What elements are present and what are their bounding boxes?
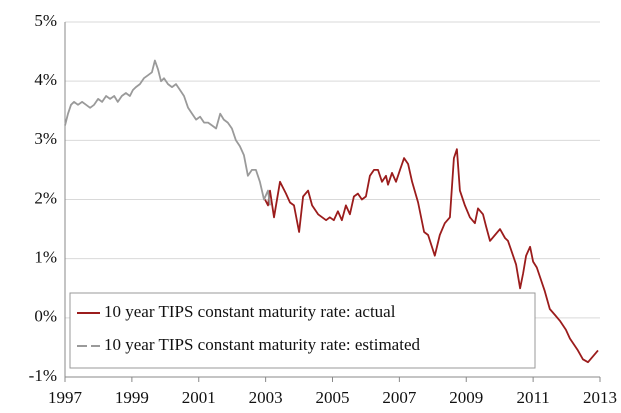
legend-label: 10 year TIPS constant maturity rate: act… (104, 302, 396, 321)
x-tick-label: 1997 (48, 388, 83, 407)
legend-box (69, 292, 536, 369)
x-tick-label: 2013 (583, 388, 617, 407)
legend-label: 10 year TIPS constant maturity rate: est… (104, 335, 420, 354)
y-tick-label: 5% (34, 11, 57, 30)
x-tick-label: 2009 (449, 388, 483, 407)
x-tick-label: 2007 (382, 388, 417, 407)
x-tick-label: 2001 (182, 388, 216, 407)
data-line (64, 59, 271, 206)
y-tick-label: 1% (34, 248, 57, 267)
y-tick-label: 2% (34, 188, 57, 207)
y-tick-label: 0% (34, 307, 57, 326)
x-tick-label: 2005 (316, 388, 350, 407)
x-tick-label: 2011 (516, 388, 549, 407)
y-tick-label: -1% (29, 366, 57, 385)
y-tick-label: 3% (34, 129, 57, 148)
data-line (264, 148, 599, 364)
x-tick-label: 1999 (115, 388, 149, 407)
y-tick-label: 4% (34, 70, 57, 89)
x-tick-label: 2003 (249, 388, 283, 407)
